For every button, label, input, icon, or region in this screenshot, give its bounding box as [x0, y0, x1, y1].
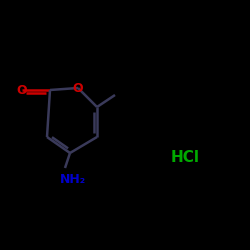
Text: NH₂: NH₂ [60, 173, 86, 186]
Text: O: O [73, 82, 83, 94]
Text: O: O [17, 84, 27, 96]
Text: HCl: HCl [170, 150, 200, 166]
